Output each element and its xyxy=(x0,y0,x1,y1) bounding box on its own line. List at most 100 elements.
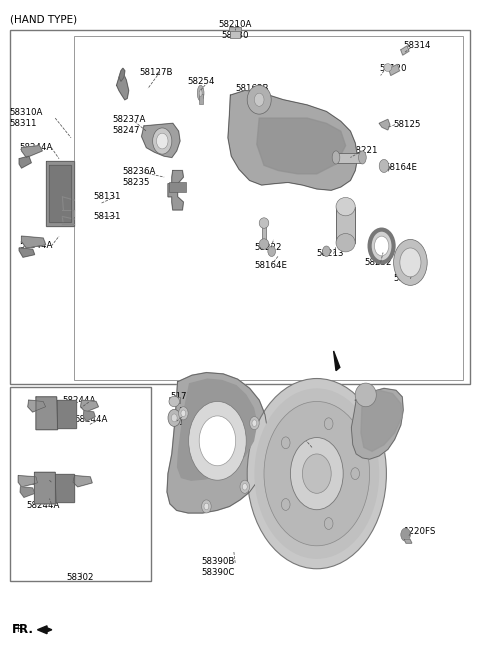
Ellipse shape xyxy=(281,437,290,449)
Text: 58236A
58235: 58236A 58235 xyxy=(122,167,156,187)
Ellipse shape xyxy=(370,230,394,262)
Polygon shape xyxy=(19,248,35,257)
Ellipse shape xyxy=(355,383,376,407)
Text: 58127B: 58127B xyxy=(139,68,173,77)
Text: 58221: 58221 xyxy=(350,146,378,155)
Text: 58244A: 58244A xyxy=(19,478,53,487)
Text: 58310A
58311: 58310A 58311 xyxy=(10,108,43,128)
Polygon shape xyxy=(119,68,125,81)
Text: 58254: 58254 xyxy=(187,77,215,87)
Polygon shape xyxy=(84,411,95,421)
Polygon shape xyxy=(19,156,31,168)
Text: 58164E: 58164E xyxy=(254,261,288,270)
Ellipse shape xyxy=(384,64,392,72)
Ellipse shape xyxy=(252,420,257,426)
Ellipse shape xyxy=(189,401,246,480)
Ellipse shape xyxy=(336,234,355,252)
Text: 58411D: 58411D xyxy=(298,445,332,454)
Polygon shape xyxy=(22,146,42,157)
Text: 58244A: 58244A xyxy=(62,396,96,405)
Ellipse shape xyxy=(324,518,333,529)
Polygon shape xyxy=(167,373,268,513)
Ellipse shape xyxy=(379,159,389,173)
Polygon shape xyxy=(57,400,76,428)
Polygon shape xyxy=(36,397,58,430)
Text: FR.: FR. xyxy=(12,625,25,634)
Text: 58131: 58131 xyxy=(94,192,121,201)
Ellipse shape xyxy=(153,128,172,154)
Polygon shape xyxy=(28,400,46,412)
Ellipse shape xyxy=(254,388,379,559)
Polygon shape xyxy=(18,476,37,487)
Ellipse shape xyxy=(168,409,180,426)
Ellipse shape xyxy=(254,93,264,106)
Text: 58210A
58230: 58210A 58230 xyxy=(218,20,252,40)
Text: 58131: 58131 xyxy=(94,212,121,221)
Ellipse shape xyxy=(199,90,202,96)
Text: 1351JD
1360JD: 1351JD 1360JD xyxy=(178,407,209,426)
Bar xyxy=(10,387,151,581)
Ellipse shape xyxy=(247,85,271,114)
Text: 58120: 58120 xyxy=(379,64,407,73)
Bar xyxy=(74,36,463,380)
Text: 58222: 58222 xyxy=(254,243,282,252)
Polygon shape xyxy=(404,539,412,543)
Ellipse shape xyxy=(240,480,250,493)
Text: 58233: 58233 xyxy=(394,274,421,283)
Ellipse shape xyxy=(169,396,180,407)
Text: 51711: 51711 xyxy=(170,392,198,401)
Ellipse shape xyxy=(394,239,427,285)
Polygon shape xyxy=(228,91,358,190)
Polygon shape xyxy=(389,64,399,75)
Ellipse shape xyxy=(332,151,340,164)
Bar xyxy=(199,94,203,104)
Polygon shape xyxy=(401,46,409,55)
Text: FR.: FR. xyxy=(12,623,34,636)
Ellipse shape xyxy=(247,379,386,569)
Bar xyxy=(10,30,470,384)
Polygon shape xyxy=(46,161,74,226)
Text: 58244A: 58244A xyxy=(26,501,60,510)
Bar xyxy=(336,207,355,243)
Text: 58314: 58314 xyxy=(403,41,431,51)
Ellipse shape xyxy=(268,246,276,256)
Ellipse shape xyxy=(351,468,360,480)
Ellipse shape xyxy=(302,454,331,493)
Polygon shape xyxy=(22,236,46,248)
Ellipse shape xyxy=(401,528,410,541)
Ellipse shape xyxy=(400,248,421,277)
Polygon shape xyxy=(20,487,35,497)
Polygon shape xyxy=(37,626,52,634)
Ellipse shape xyxy=(179,407,188,420)
Ellipse shape xyxy=(156,133,168,149)
Ellipse shape xyxy=(359,151,366,164)
Text: 58164E: 58164E xyxy=(384,163,417,172)
Text: 58302: 58302 xyxy=(67,573,95,582)
Ellipse shape xyxy=(250,417,259,430)
Ellipse shape xyxy=(336,197,355,216)
Polygon shape xyxy=(351,388,403,459)
Bar xyxy=(262,223,266,244)
Polygon shape xyxy=(117,72,129,100)
Ellipse shape xyxy=(281,499,290,510)
Ellipse shape xyxy=(374,236,389,256)
Text: 58232: 58232 xyxy=(365,258,392,267)
Ellipse shape xyxy=(197,85,204,101)
Text: (HAND TYPE): (HAND TYPE) xyxy=(10,14,77,24)
Ellipse shape xyxy=(199,416,236,466)
Polygon shape xyxy=(81,400,98,412)
Text: 1220FS: 1220FS xyxy=(403,527,435,536)
Ellipse shape xyxy=(259,239,269,249)
Ellipse shape xyxy=(323,246,330,256)
Polygon shape xyxy=(49,165,71,222)
Bar xyxy=(230,30,240,38)
Text: 58244A: 58244A xyxy=(19,143,53,152)
Ellipse shape xyxy=(259,218,269,228)
Polygon shape xyxy=(142,123,180,157)
Polygon shape xyxy=(257,118,346,174)
Ellipse shape xyxy=(290,438,343,510)
Polygon shape xyxy=(168,171,183,210)
Text: 58244A: 58244A xyxy=(19,241,53,251)
Ellipse shape xyxy=(202,500,211,513)
Polygon shape xyxy=(361,390,402,451)
